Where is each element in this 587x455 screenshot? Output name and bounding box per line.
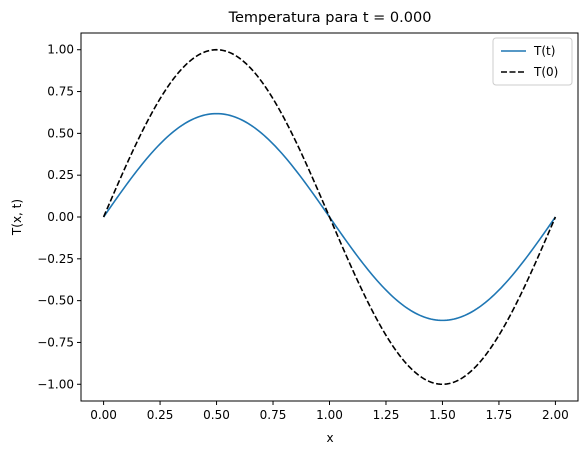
x-tick-label: 1.00 [316, 408, 343, 422]
x-tick-label: 0.25 [147, 408, 174, 422]
y-tick-label: −0.50 [37, 294, 74, 308]
y-tick-label: −0.25 [37, 252, 74, 266]
x-tick-label: 0.00 [90, 408, 117, 422]
x-tick-label: 1.50 [429, 408, 456, 422]
y-tick-label: −1.00 [37, 377, 74, 391]
x-axis-label: x [326, 431, 333, 445]
chart-title: Temperatura para t = 0.000 [228, 10, 432, 26]
y-tick-label: 0.50 [47, 126, 74, 140]
y-axis: −1.00 −0.75 −0.50 −0.25 0.00 0.25 0.50 0.75 1.00 [37, 43, 81, 391]
legend-label: T(t) [533, 44, 555, 58]
x-tick-label: 1.25 [373, 408, 400, 422]
y-tick-label: 0.25 [47, 168, 74, 182]
x-tick-label: 1.75 [486, 408, 513, 422]
y-tick-label: 0.75 [47, 85, 74, 99]
y-axis-label: T(x, t) [10, 199, 24, 236]
x-tick-label: 0.75 [260, 408, 287, 422]
y-tick-label: −0.75 [37, 335, 74, 349]
x-tick-label: 0.50 [203, 408, 230, 422]
y-tick-label: 0.00 [47, 210, 74, 224]
plot-series [102, 48, 557, 386]
x-tick-label: 2.00 [542, 408, 569, 422]
legend-box [492, 37, 573, 86]
x-axis: 0.00 0.25 0.50 0.75 1.00 1.25 1.50 1.75 2.00 [90, 401, 569, 422]
legend-label: T(0) [533, 65, 558, 79]
y-tick-label: 1.00 [47, 43, 74, 57]
legend: T(t) T(0) [492, 37, 573, 86]
series-line-t-0 [102, 48, 557, 386]
